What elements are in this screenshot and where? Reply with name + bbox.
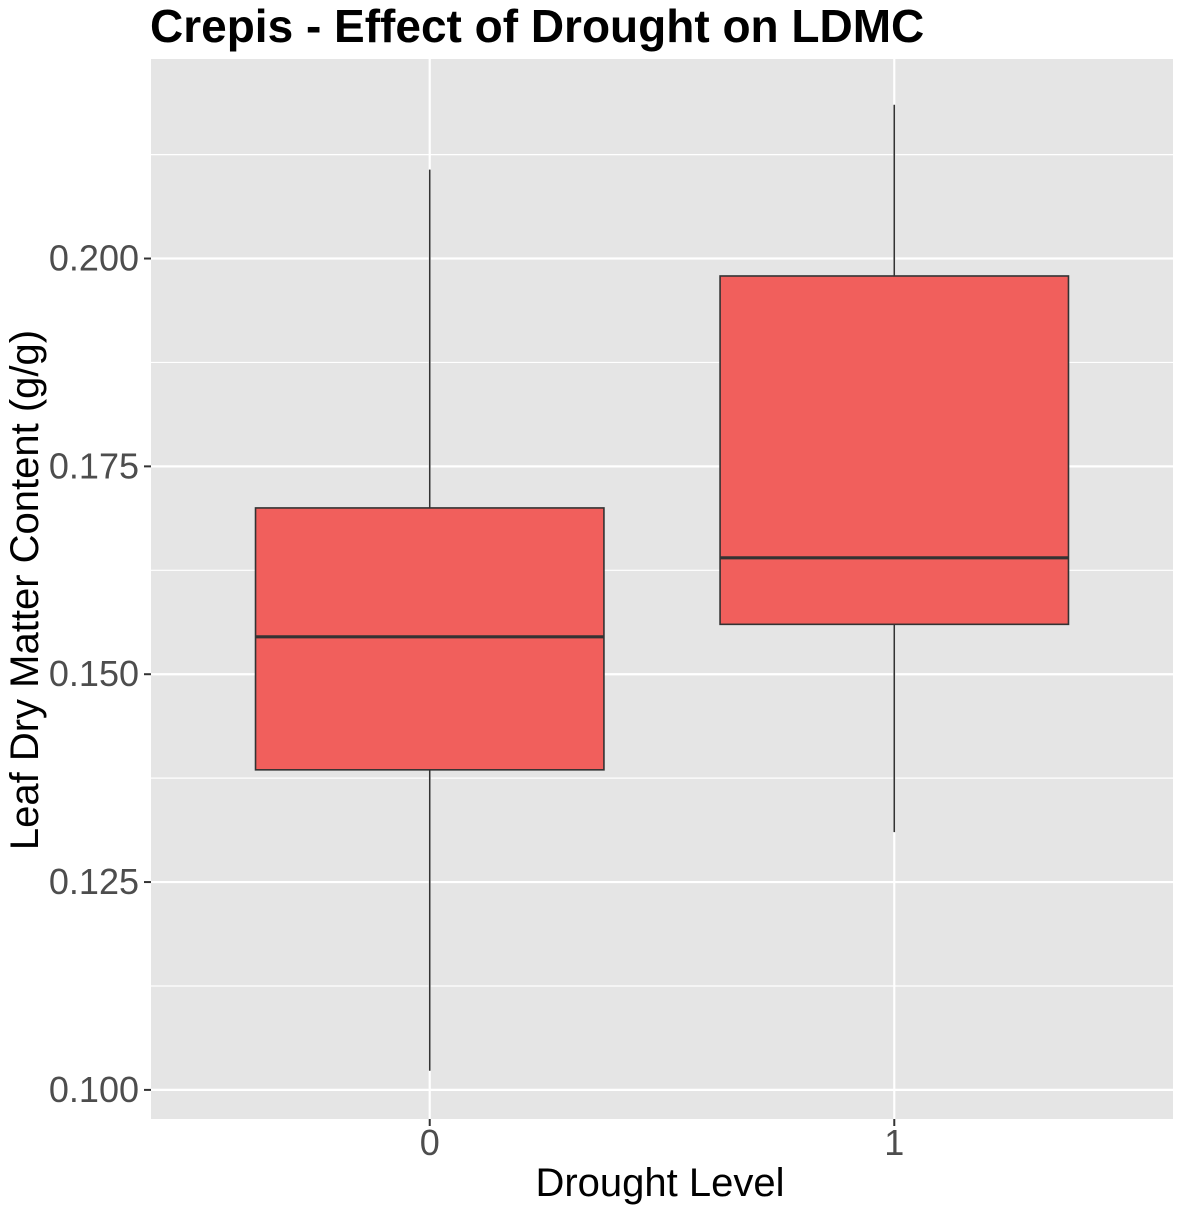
box-iqr [254, 507, 605, 771]
box-1 [719, 104, 1070, 833]
boxplot-layer [254, 104, 1070, 1071]
y-axis: 0.100 0.125 0.150 0.175 0.200 [49, 238, 151, 1110]
x-tick-label: 1 [884, 1122, 904, 1163]
box-0 [254, 169, 605, 1071]
y-axis-title: Leaf Dry Matter Content (g/g) [3, 330, 47, 850]
x-tick-label: 0 [420, 1122, 440, 1163]
chart-title: Crepis - Effect of Drought on LDMC [150, 0, 924, 52]
y-tick-label: 0.150 [49, 653, 139, 694]
y-tick-label: 0.200 [49, 238, 139, 279]
y-tick-label: 0.100 [49, 1069, 139, 1110]
x-axis-title: Drought Level [535, 1161, 784, 1205]
y-tick-label: 0.125 [49, 861, 139, 902]
box-iqr [719, 275, 1070, 626]
y-tick-label: 0.175 [49, 445, 139, 486]
